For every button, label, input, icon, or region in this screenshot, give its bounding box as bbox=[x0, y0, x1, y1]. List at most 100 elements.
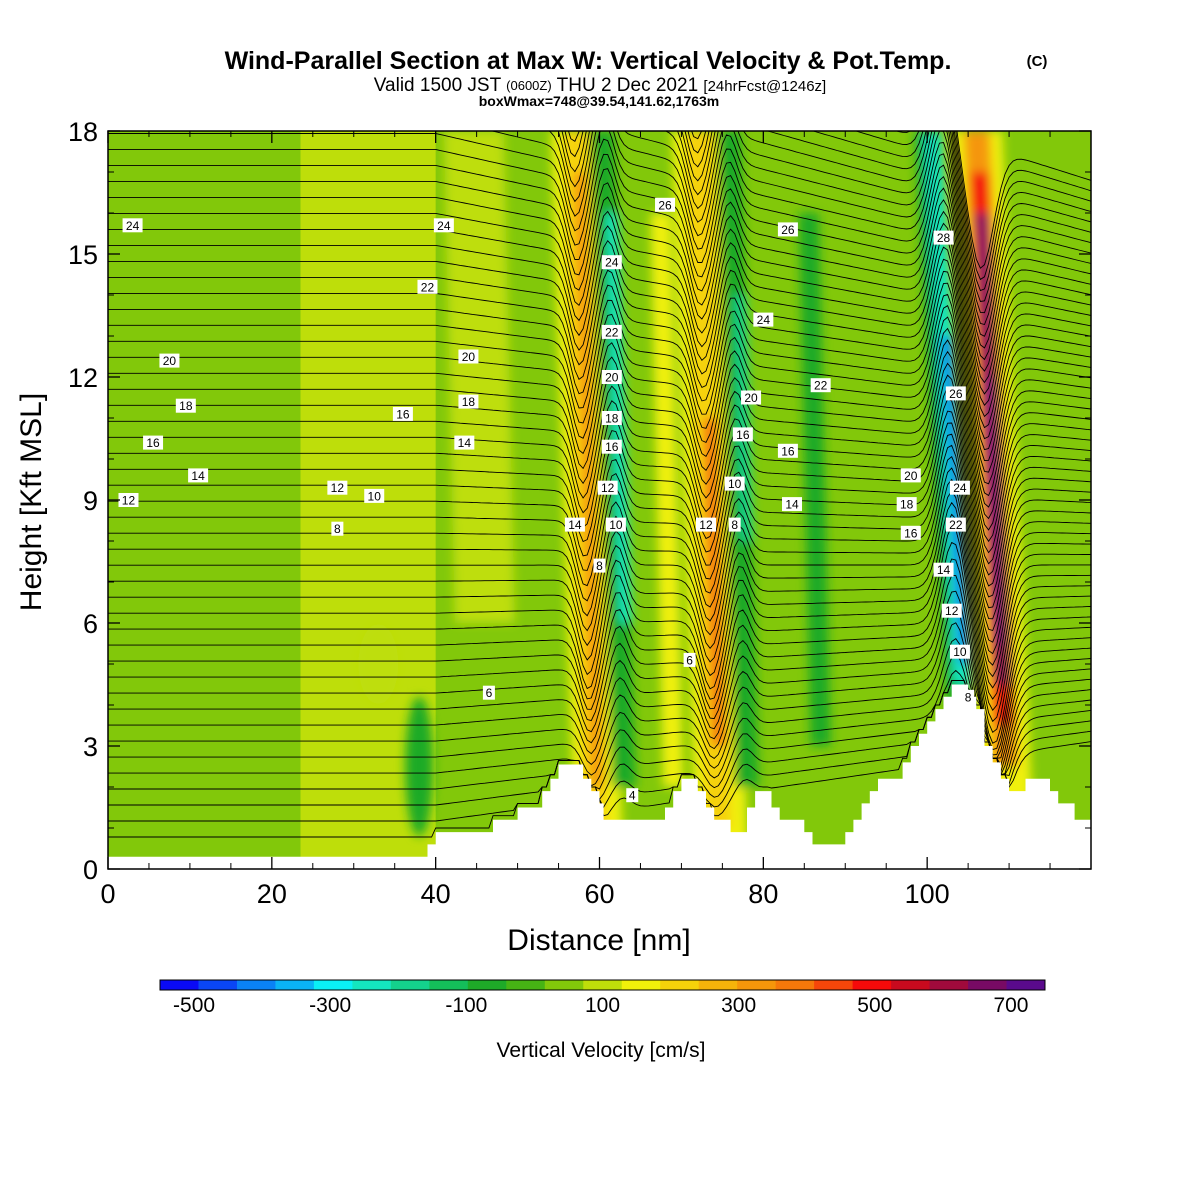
contour-label: 16 bbox=[601, 439, 622, 454]
colorbar-tick-label: -100 bbox=[445, 994, 487, 1017]
y-tick-label: 3 bbox=[83, 732, 98, 762]
contour-label-text: 6 bbox=[686, 653, 693, 667]
contour-label: 10 bbox=[724, 476, 745, 491]
x-tick-label: 80 bbox=[748, 879, 778, 909]
colorbar-swatch bbox=[544, 980, 584, 990]
contour-label: 22 bbox=[601, 324, 622, 339]
box-wmax-text: boxWmax=748@39.54,141.62,1763m bbox=[479, 93, 720, 109]
colorbar: -500 -300 -100 100 300 500 700 bbox=[159, 979, 1046, 1017]
contour-label: 18 bbox=[175, 398, 196, 413]
theta-contour bbox=[108, 282, 1091, 508]
contour-label: 24 bbox=[949, 480, 970, 495]
contour-label-text: 16 bbox=[605, 440, 619, 454]
updraft-halo-4 bbox=[443, 131, 515, 623]
contour-label-text: 26 bbox=[949, 387, 963, 401]
theta-contour bbox=[108, 490, 1091, 712]
theta-contour bbox=[108, 153, 1091, 406]
x-tick-label: 20 bbox=[257, 879, 287, 909]
valid-time-utc: (0600Z) bbox=[506, 78, 552, 93]
theta-contour bbox=[108, 433, 1091, 655]
colorbar-swatch bbox=[390, 980, 430, 990]
contour-label-text: 22 bbox=[814, 379, 828, 393]
colorbar-tick-label: 300 bbox=[721, 994, 756, 1017]
colorbar-swatch bbox=[198, 980, 238, 990]
contour-label: 8 bbox=[962, 689, 975, 704]
theta-contour bbox=[108, 168, 1091, 418]
contour-label-text: 12 bbox=[601, 481, 615, 495]
contour-label: 12 bbox=[941, 603, 962, 618]
contour-label-text: 12 bbox=[331, 481, 345, 495]
contour-label-text: 4 bbox=[629, 789, 636, 803]
contour-label-text: 8 bbox=[596, 559, 603, 573]
theta-contour bbox=[108, 386, 1091, 609]
weak-updraft-blob bbox=[358, 624, 399, 704]
theta-contour bbox=[108, 327, 1091, 554]
contour-label-text: 10 bbox=[368, 489, 382, 503]
x-tick-label: 60 bbox=[584, 879, 614, 909]
theta-contour bbox=[108, 410, 1091, 632]
contour-label: 16 bbox=[143, 435, 164, 450]
contour-label: 16 bbox=[900, 525, 921, 540]
contour-label-text: 12 bbox=[699, 518, 713, 532]
downdraft-core-4 bbox=[798, 213, 831, 746]
y-tick-label: 9 bbox=[83, 486, 98, 516]
contour-label: 12 bbox=[118, 493, 139, 508]
theta-contour bbox=[108, 606, 1091, 766]
contour-label-text: 20 bbox=[605, 371, 619, 385]
theta-contour bbox=[108, 239, 1091, 473]
y-tick-label: 6 bbox=[83, 609, 98, 639]
contour-label: 18 bbox=[896, 497, 917, 512]
contour-labels: 24 24 26 26 28 24 22 24 22 20 20 22 20 26 18 18 20 16 18 16… bbox=[118, 197, 975, 803]
contour-label-text: 16 bbox=[146, 436, 160, 450]
axes: 0 20 40 60 80 100 0 3 6 9 12 15 18 bbox=[68, 117, 1091, 909]
contour-label: 4 bbox=[626, 788, 639, 803]
contour-label: 14 bbox=[188, 468, 209, 483]
contour-label-text: 16 bbox=[396, 407, 410, 421]
contour-label: 20 bbox=[741, 390, 762, 405]
contour-label: 12 bbox=[695, 517, 716, 532]
contour-label: 20 bbox=[159, 353, 180, 368]
contour-label: 14 bbox=[564, 517, 585, 532]
theta-contour bbox=[108, 269, 1091, 497]
contour-label-text: 26 bbox=[781, 223, 795, 237]
colorbar-swatch bbox=[814, 980, 854, 990]
contour-label-text: 10 bbox=[728, 477, 742, 491]
colorbar-swatch bbox=[583, 980, 623, 990]
colorbar-swatch bbox=[968, 980, 1008, 990]
contour-label-text: 16 bbox=[736, 428, 750, 442]
contour-label: 16 bbox=[392, 406, 413, 421]
contour-label-text: 14 bbox=[458, 436, 472, 450]
colorbar-tick-label: 700 bbox=[993, 994, 1028, 1017]
theta-contour bbox=[108, 305, 1091, 531]
contour-label: 20 bbox=[900, 468, 921, 483]
colorbar-tick-label: -500 bbox=[173, 994, 215, 1017]
contour-label-text: 28 bbox=[937, 231, 951, 245]
colorbar-tick-label: 500 bbox=[857, 994, 892, 1017]
y-tick-label: 15 bbox=[68, 240, 98, 270]
contour-label-text: 12 bbox=[945, 604, 959, 618]
colorbar-swatch bbox=[775, 980, 815, 990]
theta-contour bbox=[108, 513, 1091, 734]
contour-label: 12 bbox=[597, 480, 618, 495]
contour-label: 16 bbox=[777, 443, 798, 458]
contour-label: 10 bbox=[364, 488, 385, 503]
contour-label: 8 bbox=[728, 517, 741, 532]
theta-contour bbox=[108, 478, 1091, 700]
contour-label-text: 24 bbox=[437, 219, 451, 233]
theta-contour bbox=[108, 637, 1091, 777]
colorbar-swatch bbox=[275, 980, 315, 990]
contour-label-text: 8 bbox=[965, 690, 972, 704]
theta-contour bbox=[108, 422, 1091, 643]
theta-contour bbox=[108, 182, 1091, 429]
contour-label-text: 16 bbox=[904, 526, 918, 540]
theta-contour bbox=[557, 131, 1091, 349]
contour-label: 14 bbox=[454, 435, 475, 450]
theta-contour bbox=[108, 467, 1091, 689]
y-axis-label: Height [Kft MSL] bbox=[15, 393, 48, 611]
terrain bbox=[108, 684, 1091, 869]
x-tick-label: 40 bbox=[421, 879, 451, 909]
y-tick-label: 0 bbox=[83, 855, 98, 885]
theta-contour bbox=[548, 131, 1091, 361]
valid-time-text: Valid 1500 JST (0600Z) THU 2 Dec 2021 [2… bbox=[374, 74, 826, 96]
